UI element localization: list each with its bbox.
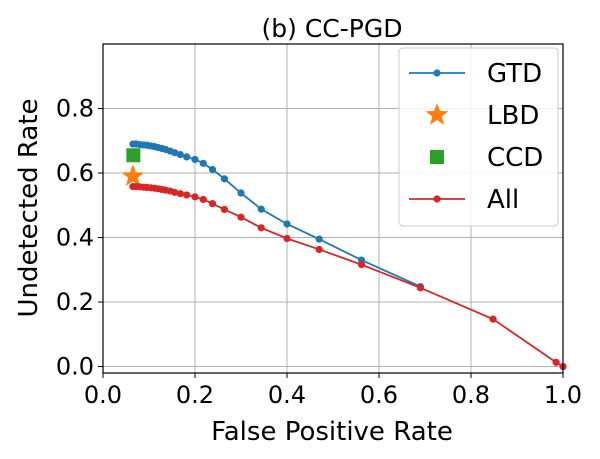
series-gtd bbox=[129, 140, 424, 291]
axis-ticks: 0.0 0.2 0.4 0.6 0.8 1.0 0.0 0.2 0.4 0.6 0.8 bbox=[56, 95, 582, 409]
legend-box bbox=[398, 47, 559, 227]
y-tick-label-0: 0.0 bbox=[56, 353, 94, 381]
data-point-gtd-13 bbox=[183, 153, 191, 161]
legend-label-gtd: GTD bbox=[487, 59, 542, 89]
series-line-gtd bbox=[132, 143, 421, 288]
data-point-all-16 bbox=[208, 200, 217, 208]
legend-label-ccd: CCD bbox=[487, 143, 543, 173]
x-tick-label-5: 1.0 bbox=[544, 381, 582, 409]
data-point-lbd-0 bbox=[121, 164, 145, 186]
y-tick-label-1: 0.2 bbox=[56, 288, 94, 316]
data-point-all-24 bbox=[489, 315, 497, 323]
y-tick-label-4: 0.8 bbox=[56, 95, 94, 123]
data-point-all-17 bbox=[220, 205, 229, 214]
data-point-gtd-11 bbox=[171, 149, 179, 157]
legend-marker-gtd bbox=[433, 69, 441, 77]
chart-title: (b) CC-PGD bbox=[262, 14, 403, 43]
data-point-gtd-17 bbox=[220, 175, 229, 183]
data-point-gtd-12 bbox=[176, 151, 184, 159]
data-point-all-14 bbox=[191, 193, 199, 201]
legend-label-lbd: LBD bbox=[487, 101, 539, 131]
x-tick-label-0: 0.0 bbox=[84, 381, 122, 409]
data-point-ccd-0 bbox=[126, 148, 141, 163]
legend: GTD LBD CCD All bbox=[398, 47, 559, 227]
data-point-all-18 bbox=[237, 213, 245, 221]
x-axis-label: False Positive Rate bbox=[211, 417, 453, 447]
data-point-all-23 bbox=[416, 284, 424, 292]
data-point-all-13 bbox=[183, 191, 191, 199]
data-point-all-19 bbox=[257, 224, 265, 232]
data-point-gtd-20 bbox=[283, 220, 291, 228]
y-tick-label-3: 0.6 bbox=[56, 159, 94, 187]
data-point-gtd-15 bbox=[199, 159, 207, 167]
legend-marker-lbd bbox=[425, 103, 449, 125]
data-point-gtd-14 bbox=[191, 155, 199, 164]
data-point-gtd-18 bbox=[237, 189, 245, 197]
data-point-all-12 bbox=[176, 190, 184, 198]
x-tick-label-4: 0.8 bbox=[452, 381, 490, 409]
plot-frame bbox=[102, 43, 564, 374]
data-point-gtd-16 bbox=[208, 165, 217, 174]
data-point-all-21 bbox=[315, 245, 323, 254]
y-tick-label-2: 0.4 bbox=[56, 224, 94, 252]
data-point-gtd-19 bbox=[257, 205, 265, 213]
data-point-all-11 bbox=[171, 188, 179, 196]
series-layer bbox=[121, 140, 567, 371]
data-point-all-22 bbox=[357, 261, 366, 269]
legend-marker-all bbox=[433, 195, 441, 203]
data-point-gtd-21 bbox=[315, 235, 323, 243]
x-tick-label-3: 0.6 bbox=[360, 381, 398, 409]
legend-label-all: All bbox=[487, 185, 519, 215]
legend-marker-ccd bbox=[430, 150, 444, 164]
series-lbd bbox=[121, 164, 145, 186]
data-point-all-25 bbox=[552, 358, 560, 366]
x-tick-label-2: 0.4 bbox=[268, 381, 306, 409]
series-ccd bbox=[126, 148, 141, 163]
data-point-all-20 bbox=[283, 234, 291, 243]
data-point-all-15 bbox=[199, 195, 207, 204]
y-axis-label: Undetected Rate bbox=[14, 98, 44, 317]
x-tick-label-1: 0.2 bbox=[176, 381, 214, 409]
series-all bbox=[129, 182, 567, 371]
